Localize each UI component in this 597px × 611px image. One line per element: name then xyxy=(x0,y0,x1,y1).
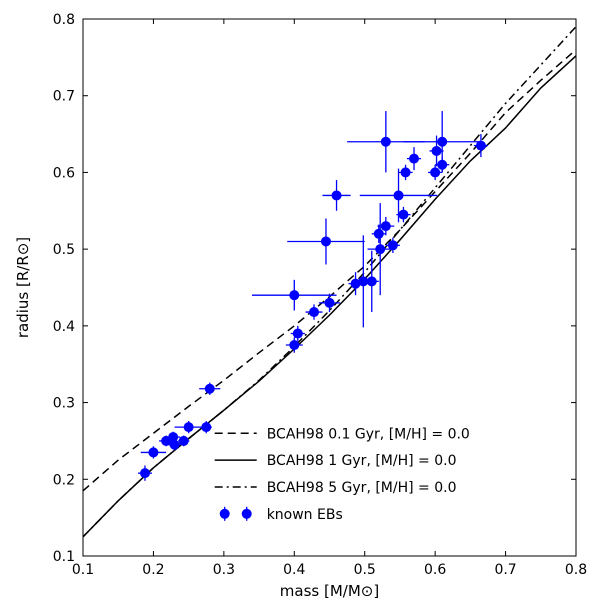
data-point xyxy=(381,221,391,231)
x-tick-label: 0.1 xyxy=(72,562,94,578)
data-point xyxy=(381,137,391,147)
legend-marker xyxy=(242,509,252,519)
y-tick-label: 0.1 xyxy=(53,549,75,565)
data-point xyxy=(398,210,408,220)
y-tick-label: 0.8 xyxy=(53,12,75,28)
y-tick-label: 0.5 xyxy=(53,242,75,258)
y-tick-label: 0.7 xyxy=(53,89,75,105)
x-axis-label: mass [M/M⊙] xyxy=(280,582,379,600)
legend-label: known EBs xyxy=(267,507,343,523)
data-point xyxy=(394,190,404,200)
data-point xyxy=(184,422,194,432)
x-tick-label: 0.4 xyxy=(283,562,305,578)
data-point xyxy=(170,440,180,450)
data-point xyxy=(201,422,211,432)
data-point xyxy=(293,329,303,339)
data-point xyxy=(309,307,319,317)
data-point xyxy=(367,276,377,286)
data-point xyxy=(321,236,331,246)
y-tick-label: 0.2 xyxy=(53,472,75,488)
y-tick-label: 0.4 xyxy=(53,319,75,335)
data-point xyxy=(289,340,299,350)
data-point xyxy=(179,436,189,446)
data-point xyxy=(148,447,158,457)
data-point xyxy=(401,167,411,177)
data-point xyxy=(140,468,150,478)
x-tick-label: 0.5 xyxy=(354,562,376,578)
data-point xyxy=(432,146,442,156)
data-point xyxy=(476,141,486,151)
legend-label: BCAH98 0.1 Gyr, [M/H] = 0.0 xyxy=(267,426,470,442)
chart-container: 0.1 0.2 0.3 0.4 0.5 0.6 0.7 0.8 0.1 0.2 0.3 0.4 0.5 0… xyxy=(0,0,597,611)
y-axis-label: radius [R/R⊙] xyxy=(14,237,32,338)
data-point xyxy=(325,298,335,308)
data-point xyxy=(289,290,299,300)
data-point xyxy=(409,154,419,164)
data-point xyxy=(430,167,440,177)
mass-radius-chart: 0.1 0.2 0.3 0.4 0.5 0.6 0.7 0.8 0.1 0.2 0.3 0.4 0.5 0… xyxy=(0,0,597,611)
y-tick-label: 0.3 xyxy=(53,396,75,412)
x-tick-label: 0.7 xyxy=(494,562,516,578)
data-point xyxy=(375,244,385,254)
x-tick-label: 0.6 xyxy=(424,562,446,578)
x-tick-label: 0.3 xyxy=(213,562,235,578)
data-point xyxy=(388,240,398,250)
legend-marker xyxy=(220,509,230,519)
data-point xyxy=(332,190,342,200)
data-point xyxy=(374,229,384,239)
y-tick-label: 0.6 xyxy=(53,165,75,181)
data-point xyxy=(205,384,215,394)
x-tick-label: 0.2 xyxy=(142,562,164,578)
legend-label: BCAH98 5 Gyr, [M/H] = 0.0 xyxy=(267,480,457,496)
data-point xyxy=(437,137,447,147)
legend-label: BCAH98 1 Gyr, [M/H] = 0.0 xyxy=(267,453,457,469)
x-tick-label: 0.8 xyxy=(565,562,587,578)
